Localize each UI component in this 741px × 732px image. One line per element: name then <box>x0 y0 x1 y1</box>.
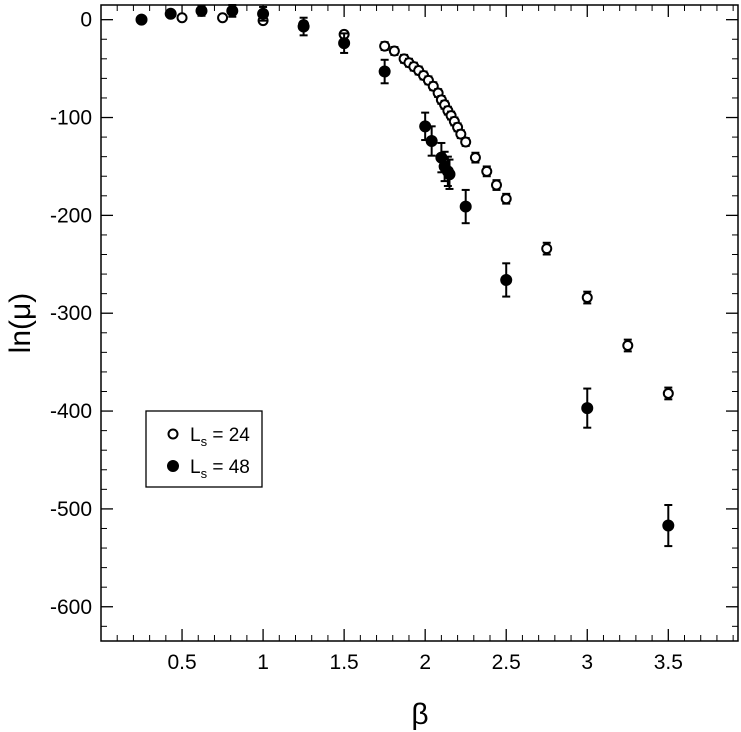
legend-marker-filled <box>167 460 179 472</box>
data-point-filled <box>662 519 675 532</box>
data-point-open <box>388 45 400 57</box>
legend-label: Ls = 48 <box>190 457 250 481</box>
x-tick-label: 2 <box>419 651 431 674</box>
legend-label: Ls = 24 <box>190 425 250 449</box>
data-point-open <box>500 193 512 205</box>
data-point-filled <box>581 402 594 415</box>
data-point-filled <box>459 200 472 213</box>
plot-frame <box>100 4 739 642</box>
x-axis-title: β <box>411 698 428 731</box>
data-point-open <box>460 136 472 148</box>
data-point-filled <box>378 65 391 78</box>
x-tick-label: 1.5 <box>330 651 359 674</box>
x-tick-label: 3.5 <box>654 651 683 674</box>
data-point-open <box>469 152 481 164</box>
x-tick-label: 1 <box>257 651 269 674</box>
data-point-open <box>490 179 502 191</box>
data-point-filled <box>195 4 208 17</box>
axis-tick-labels: 0.5 1 1.5 2 2.5 3 3.5 0 -100 -200 -300 -400 -500 -600 <box>50 9 683 674</box>
x-tick-label: 3 <box>581 651 593 674</box>
data-point-open <box>379 40 391 52</box>
y-tick-label: -600 <box>50 596 92 619</box>
legend: Ls = 24 Ls = 48 <box>145 410 263 488</box>
y-tick-label: -400 <box>50 400 92 423</box>
series-ls-24 <box>176 12 674 401</box>
data-point-filled <box>257 7 270 20</box>
data-point-filled <box>425 135 438 148</box>
data-point-filled <box>338 37 351 50</box>
data-point-open <box>481 165 493 177</box>
data-point-filled <box>297 20 310 33</box>
data-point-filled <box>135 13 148 26</box>
data-point-filled <box>443 168 456 181</box>
x-tick-label: 2.5 <box>492 651 521 674</box>
y-tick-label: 0 <box>80 9 92 32</box>
x-tick-label: 0.5 <box>167 651 196 674</box>
data-point-open <box>455 128 467 140</box>
data-point-open <box>541 243 553 255</box>
data-point-open <box>176 12 188 24</box>
axis-ticks <box>101 5 738 641</box>
data-point-filled <box>226 4 239 17</box>
data-point-open <box>581 292 593 304</box>
y-tick-label: -300 <box>50 302 92 325</box>
y-tick-label: -200 <box>50 204 92 227</box>
data-series <box>135 4 675 548</box>
data-point-filled <box>500 273 513 286</box>
series-ls-48 <box>135 4 675 548</box>
data-point-open <box>217 12 229 24</box>
data-point-open <box>622 340 634 352</box>
y-axis-title: ln(μ) <box>4 293 37 354</box>
legend-marker-open <box>167 428 179 440</box>
data-point-filled <box>164 7 177 20</box>
y-tick-label: -500 <box>50 498 92 521</box>
y-tick-label: -100 <box>50 107 92 130</box>
legend-box <box>145 410 263 488</box>
data-point-open <box>662 387 674 399</box>
